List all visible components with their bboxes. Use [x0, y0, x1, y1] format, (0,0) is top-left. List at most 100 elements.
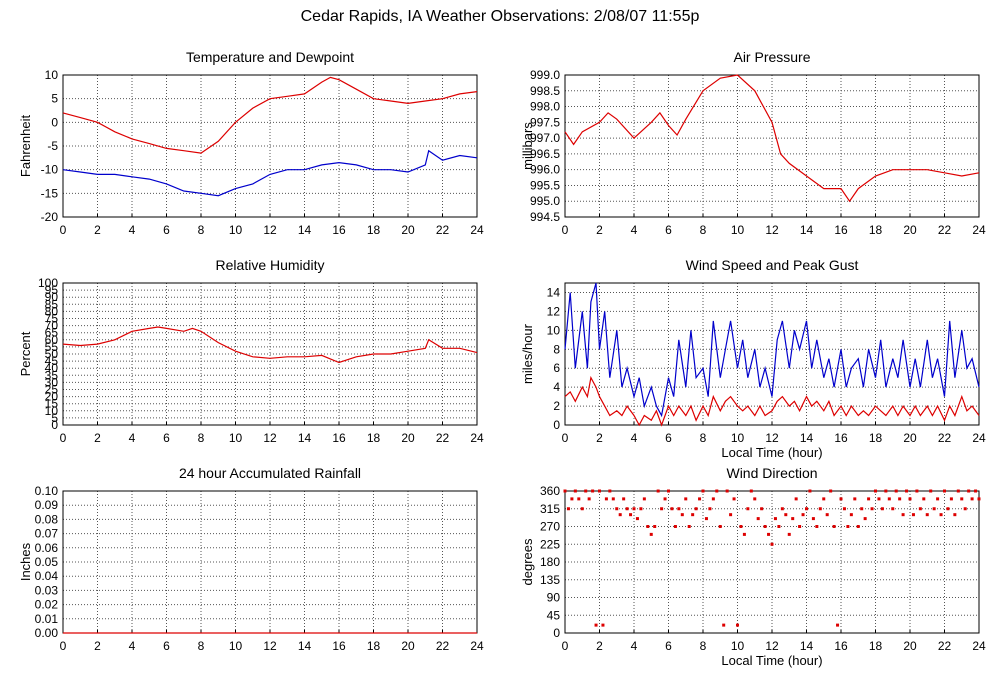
data-point: [829, 489, 833, 493]
data-point: [780, 507, 784, 511]
x-tick-label: 18: [869, 639, 883, 653]
data-point: [863, 517, 867, 521]
data-point: [677, 507, 681, 511]
y-axis-label: miles/hour: [520, 323, 535, 384]
y-axis-label: millibars: [520, 122, 535, 170]
data-point: [953, 513, 957, 517]
data-point: [670, 507, 674, 511]
series-line: [62, 149, 478, 197]
y-tick-label: 0.09: [35, 498, 59, 512]
data-point: [725, 489, 729, 493]
series-line: [62, 326, 478, 364]
x-tick-label: 20: [401, 431, 415, 445]
data-point: [946, 507, 950, 511]
x-tick-label: 10: [731, 223, 745, 237]
x-tick-label: 4: [631, 639, 638, 653]
data-point: [698, 497, 702, 501]
data-point: [822, 497, 826, 501]
data-point: [974, 489, 978, 493]
x-tick-label: 0: [60, 223, 67, 237]
x-axis-label: Local Time (hour): [721, 653, 822, 668]
data-point: [749, 489, 753, 493]
chart-rainfall: 24 hour Accumulated Rainfall 0 2 4 6 8 10 12 14 1…: [0, 456, 500, 676]
data-point: [736, 623, 739, 627]
y-tick-label: 25: [45, 383, 59, 397]
x-tick-label: 6: [163, 223, 170, 237]
x-tick-label: 2: [596, 431, 603, 445]
y-tick-label: 45: [547, 608, 561, 622]
data-point: [794, 497, 798, 501]
data-point: [911, 513, 915, 517]
data-point: [808, 489, 812, 493]
chart-title: 24 hour Accumulated Rainfall: [179, 465, 361, 481]
x-tick-label: 24: [972, 639, 986, 653]
y-tick-label: 5: [51, 92, 58, 106]
y-tick-label: 995.5: [530, 178, 560, 192]
y-tick-label: 70: [45, 319, 59, 333]
data-point: [742, 532, 746, 536]
data-point: [915, 489, 919, 493]
x-tick-label: 10: [731, 639, 745, 653]
data-point: [846, 525, 850, 528]
x-tick-label: 8: [198, 639, 205, 653]
y-tick-label: 0.02: [35, 598, 59, 612]
y-tick-label: 20: [45, 390, 59, 404]
data-point: [856, 525, 860, 528]
y-tick-label: 12: [547, 304, 561, 318]
x-tick-label: 18: [869, 431, 883, 445]
x-tick-label: 24: [470, 431, 484, 445]
y-tick-label: 0: [553, 626, 560, 640]
y-tick-label: 60: [45, 333, 59, 347]
data-point: [680, 513, 684, 517]
data-point: [711, 497, 715, 501]
data-point: [656, 489, 660, 493]
x-tick-label: 14: [298, 431, 312, 445]
x-tick-label: 18: [367, 639, 381, 653]
chart-wind-speed: Wind Speed and Peak Gust 0 2 4 6 8 10 12 14 16 18 2…: [500, 248, 1000, 468]
data-point: [787, 532, 791, 536]
x-tick-label: 0: [562, 223, 569, 237]
x-tick-label: 12: [263, 431, 277, 445]
x-axis-label: Local Time (hour): [721, 445, 822, 460]
data-point: [894, 489, 898, 493]
y-tick-label: 80: [45, 304, 59, 318]
data-point: [849, 513, 853, 517]
data-point: [646, 525, 650, 528]
y-tick-label: 996.0: [530, 163, 560, 177]
data-point: [884, 489, 888, 493]
chart-title: Temperature and Dewpoint: [186, 49, 354, 65]
data-point: [625, 507, 629, 511]
y-tick-label: 0: [51, 418, 58, 432]
x-tick-label: 2: [596, 639, 603, 653]
chart-title: Wind Speed and Peak Gust: [686, 257, 859, 273]
y-tick-label: 360: [540, 484, 560, 498]
x-tick-label: 12: [765, 639, 779, 653]
data-point: [791, 517, 795, 521]
x-tick-label: 12: [765, 431, 779, 445]
x-tick-label: 16: [332, 431, 346, 445]
x-tick-label: 24: [470, 639, 484, 653]
y-tick-label: 0.01: [35, 612, 59, 626]
y-tick-label: 0.03: [35, 583, 59, 597]
series-line: [564, 74, 980, 203]
x-tick-label: 14: [298, 223, 312, 237]
y-tick-label: 10: [45, 68, 59, 82]
x-tick-label: 22: [938, 223, 952, 237]
x-tick-label: 0: [562, 639, 569, 653]
data-point: [591, 489, 595, 493]
y-tick-label: 0: [553, 418, 560, 432]
data-point: [898, 497, 902, 501]
data-point: [753, 497, 757, 501]
data-point: [594, 623, 598, 627]
data-point: [770, 542, 774, 546]
data-point: [756, 517, 760, 521]
x-tick-label: 2: [94, 431, 101, 445]
data-point: [601, 623, 605, 627]
x-tick-label: 12: [263, 223, 277, 237]
y-tick-label: -5: [47, 139, 58, 153]
chart-temperature-dewpoint: Temperature and Dewpoint 0 2 4 6 8 10 12 14 16 18 2…: [0, 40, 500, 260]
x-tick-label: 16: [332, 223, 346, 237]
x-tick-label: 8: [198, 431, 205, 445]
chart-title: Wind Direction: [726, 465, 817, 481]
